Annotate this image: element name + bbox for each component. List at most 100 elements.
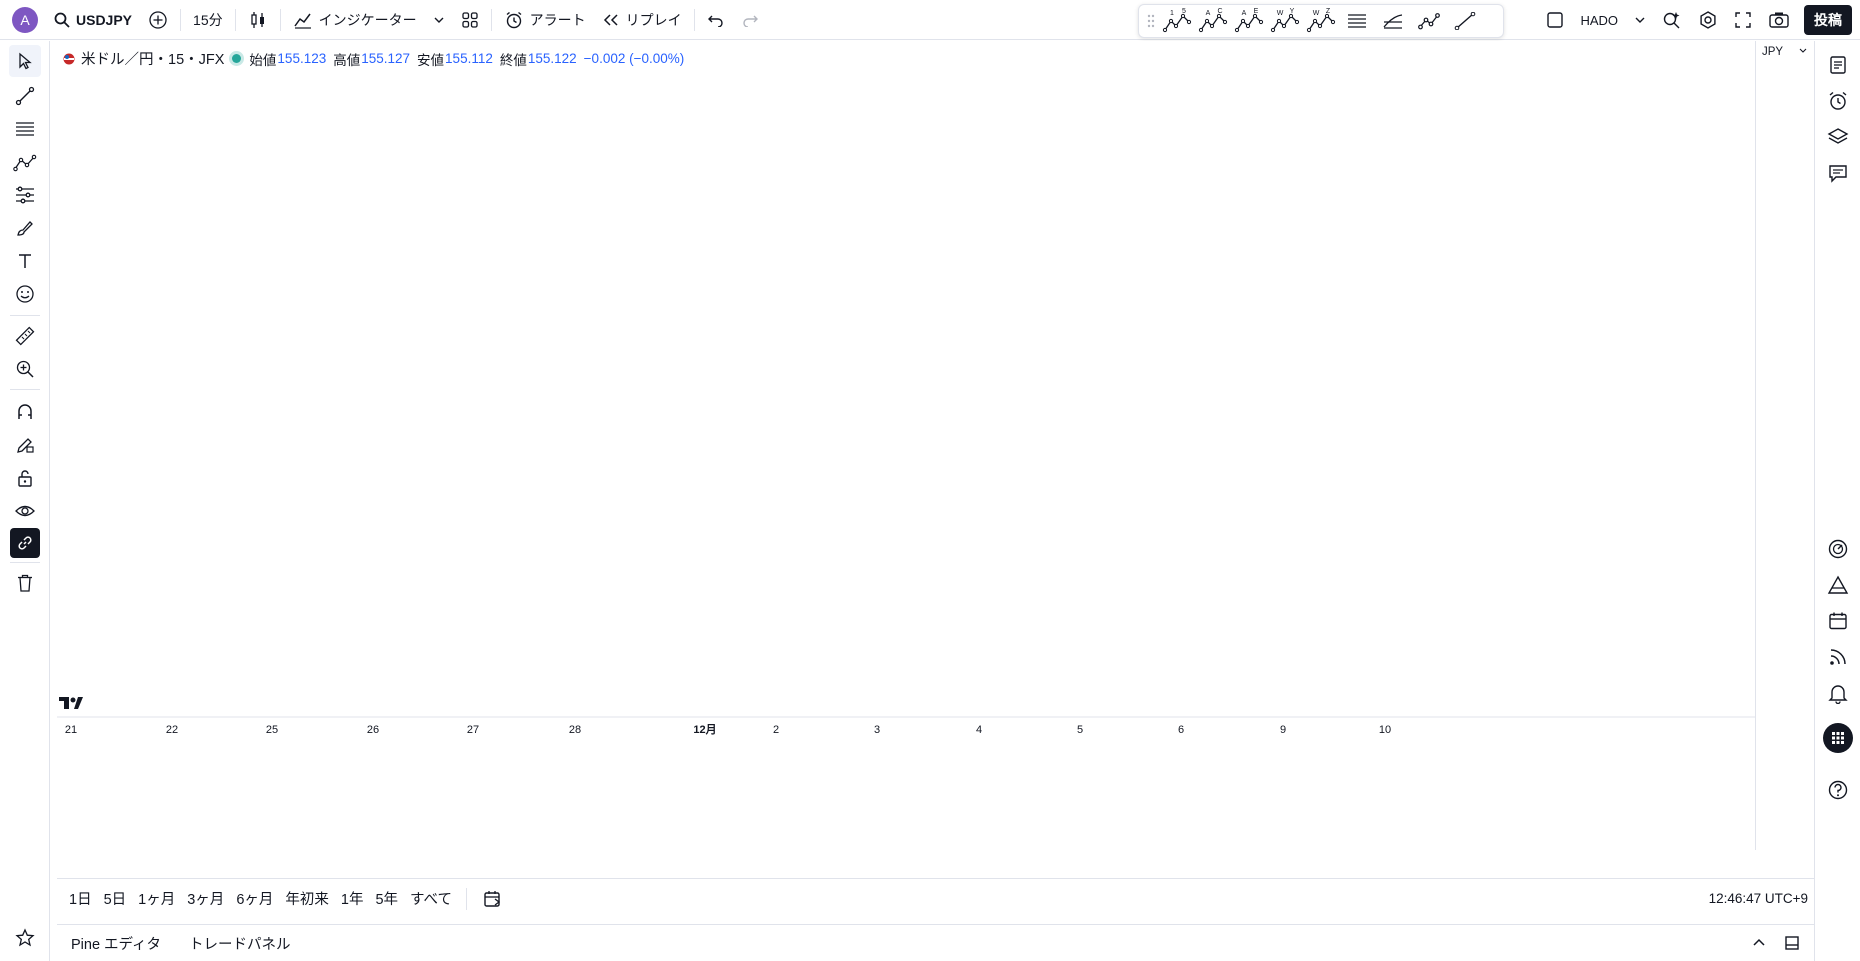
template-chevron-button[interactable] [1626, 0, 1654, 40]
magnet-tool[interactable] [9, 396, 41, 428]
brush-tool[interactable] [9, 212, 41, 244]
cursor-tool[interactable] [9, 45, 41, 77]
hide-drawings-tool[interactable] [9, 495, 41, 527]
compare-symbol-button[interactable] [140, 0, 176, 40]
replay-button[interactable]: リプレイ [594, 0, 690, 40]
news-button[interactable] [1822, 641, 1854, 673]
trend-line-tool[interactable] [9, 80, 41, 112]
templates-button[interactable] [453, 0, 487, 40]
range-1[interactable]: 5日 [103, 892, 127, 908]
ideas-stream-button[interactable] [1822, 533, 1854, 565]
range-6[interactable]: 1年 [340, 892, 364, 908]
zoom-tool[interactable] [9, 353, 41, 385]
interval-button[interactable]: 15分 [193, 11, 223, 28]
chevron-up-icon[interactable] [1752, 936, 1766, 950]
indicators-button[interactable]: インジケーター [285, 0, 425, 40]
symbol-search-button[interactable]: USDJPY [46, 0, 140, 40]
range-2[interactable]: 1ヶ月 [138, 892, 176, 908]
trend-line-tool[interactable] [1447, 5, 1483, 37]
calendar-button[interactable] [1822, 605, 1854, 637]
chart-legend: 米ドル／円・15・JFX 始値 155.123 高値 155.127 安値 155.1… [63, 48, 691, 69]
wave-point [1240, 18, 1246, 24]
tab-pine-editor[interactable]: Pine エディタ [71, 936, 162, 953]
pattern-tool[interactable] [1411, 5, 1447, 37]
horizontal-lines-tool[interactable] [1339, 5, 1375, 37]
legend-change: −0.002 (−0.00%) [583, 51, 685, 66]
text-tool[interactable] [9, 245, 41, 277]
remove-drawings-tool[interactable] [9, 567, 41, 599]
favorites-button[interactable] [9, 922, 41, 954]
measure-tool[interactable] [9, 320, 41, 352]
left-drawing-toolbar [0, 41, 50, 961]
market-status-icon [232, 54, 242, 63]
go-to-date-button[interactable] [475, 879, 511, 919]
range-3[interactable]: 3ヶ月 [187, 892, 225, 908]
wave-label: Y [1290, 8, 1295, 15]
grid-icon [461, 11, 478, 28]
alert-button[interactable]: アラート [496, 0, 594, 40]
layout-chevron-button[interactable] [425, 0, 453, 40]
wave-label: W [1277, 10, 1284, 17]
range-4[interactable]: 6ヶ月 [236, 892, 274, 908]
redo-button[interactable] [733, 0, 767, 40]
help-button[interactable] [1822, 774, 1854, 806]
range-8[interactable]: すべて [410, 892, 452, 908]
price-scale[interactable]: JPY158.000157.800157.600157.400157.20015… [1755, 41, 1814, 850]
chats-button[interactable] [1822, 157, 1854, 189]
snapshot-button[interactable] [1760, 0, 1798, 40]
price-chart[interactable]: iiiiiiivvabc21222526272812月23456910 [57, 41, 1755, 850]
brush-icon [17, 221, 33, 236]
maximize-panel-icon[interactable] [1784, 935, 1800, 951]
alerts-button[interactable] [1822, 85, 1854, 117]
curve-lines-tool[interactable] [1375, 5, 1411, 37]
wave-label: Z [1326, 8, 1331, 15]
user-avatar[interactable]: A [12, 6, 38, 33]
wave-point [1270, 27, 1276, 33]
notifications-button[interactable] [1822, 677, 1854, 709]
quick-search-button[interactable] [1654, 0, 1690, 40]
right-widget-bar [1814, 41, 1860, 961]
pattern-icon [1418, 13, 1440, 30]
grid-dots-icon [1832, 732, 1844, 744]
range-0[interactable]: 1日 [69, 892, 92, 908]
object-tree-button[interactable] [1822, 121, 1854, 153]
layout-select-button[interactable] [1538, 0, 1572, 40]
range-5[interactable]: 年初来 [285, 892, 329, 908]
pattern-tool[interactable] [9, 146, 41, 178]
screener-button[interactable] [1822, 569, 1854, 601]
divider [465, 887, 467, 910]
legend-close-key: 終値 [499, 52, 527, 68]
watchlist-button[interactable] [1822, 49, 1854, 81]
lock-drawings-tool[interactable] [9, 462, 41, 494]
wave-line [1164, 14, 1190, 31]
settings-button[interactable] [1690, 0, 1726, 40]
fib-tool[interactable] [9, 113, 41, 145]
chevron-down-icon [1635, 17, 1645, 23]
range-7[interactable]: 5年 [375, 892, 399, 908]
time-tick: 25 [266, 724, 278, 736]
legend-close: 155.122 [527, 51, 577, 66]
undo-button[interactable] [699, 0, 733, 40]
stay-in-drawing-mode-tool[interactable] [9, 429, 41, 461]
publish-button[interactable]: 投稿 [1804, 5, 1852, 35]
bell-icon [1828, 685, 1848, 704]
link-icon [18, 536, 32, 550]
drag-handle[interactable] [1143, 5, 1159, 37]
template-name[interactable]: HADO [1580, 12, 1618, 28]
sync-drawings-tool[interactable] [10, 528, 40, 558]
fullscreen-button[interactable] [1726, 0, 1760, 40]
tab-trading-panel[interactable]: トレードパネル [189, 936, 291, 953]
dom-button[interactable] [1823, 723, 1853, 753]
icon-tool[interactable] [9, 278, 41, 310]
chart-type-button[interactable] [240, 0, 276, 40]
projection-tool[interactable] [9, 179, 41, 211]
time-tick: 26 [367, 724, 379, 736]
clock[interactable]: 12:46:47 UTC+9 [1708, 891, 1808, 906]
wave-point [1317, 23, 1323, 29]
